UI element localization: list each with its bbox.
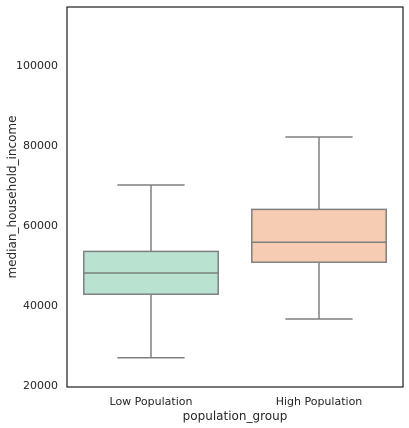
plot-marks	[83, 136, 387, 359]
y-tick-label: 80000	[23, 139, 58, 152]
x-axis-label: population_group	[183, 409, 288, 423]
plot-frame	[66, 6, 404, 388]
box-iqr	[251, 208, 387, 263]
y-tick-label: 100000	[16, 59, 58, 72]
box-low-population	[83, 184, 219, 359]
x-tick-label: Low Population	[110, 395, 193, 408]
x-axis-ticks: Low Population High Population	[110, 395, 363, 408]
y-axis-label: median_household_income	[5, 115, 19, 278]
x-tick-label: High Population	[276, 395, 363, 408]
y-tick-label: 40000	[23, 299, 58, 312]
y-axis-ticks: 20000 40000 60000 80000 100000	[16, 59, 58, 392]
y-tick-label: 60000	[23, 219, 58, 232]
y-tick-label: 20000	[23, 379, 58, 392]
box-high-population	[251, 136, 387, 320]
